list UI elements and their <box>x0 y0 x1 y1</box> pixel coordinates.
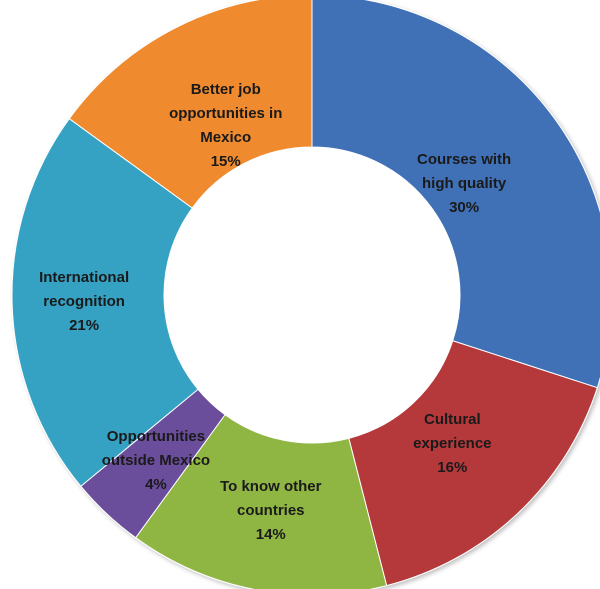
slice-label-name: Cultural <box>423 411 481 429</box>
slice-label-name: To know other <box>220 478 322 496</box>
slice-label-name: outside Mexico <box>101 452 211 470</box>
slice-label: Cultural experience 16% <box>413 408 491 480</box>
slice-label-percent: 21% <box>69 317 100 335</box>
slice-label-percent: 4% <box>145 476 167 494</box>
slice-label-name: opportunities in <box>169 104 283 122</box>
slice-label-name: Opportunities <box>106 428 206 446</box>
donut-hole <box>164 147 460 443</box>
slice-label: Courses with high quality 30% <box>417 148 511 220</box>
slice-label: Better job opportunities in Mexico 15% <box>169 78 282 174</box>
slice-label: Opportunities outside Mexico 4% <box>102 425 210 497</box>
slice-label-percent: 16% <box>437 459 468 477</box>
slice-label-name: countries <box>237 502 305 520</box>
slice-label-name: high quality <box>422 175 507 193</box>
slice-label-name: Better job <box>190 80 261 98</box>
slice-label-name: experience <box>413 435 492 453</box>
slice-label-name: Courses with <box>417 151 512 169</box>
slice-label-percent: 15% <box>210 152 241 170</box>
slice-label-percent: 30% <box>449 199 480 217</box>
slice-label: International recognition 21% <box>39 266 129 338</box>
slice-label-name: Mexico <box>200 128 252 146</box>
slice-label: To know other countries 14% <box>220 475 321 547</box>
slice-label-percent: 14% <box>255 526 286 544</box>
slice-label-name: recognition <box>43 293 125 311</box>
slice-label-name: International <box>39 269 130 287</box>
donut-slice <box>11 117 199 487</box>
